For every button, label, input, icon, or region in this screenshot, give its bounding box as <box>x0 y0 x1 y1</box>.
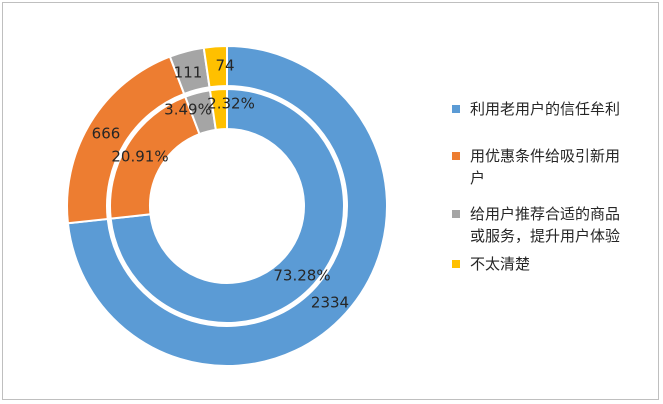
legend-item-3: 给用户推荐合适的商品 或服务，提升用户体验 <box>452 203 657 247</box>
legend-label-1: 利用老用户的信任牟利 <box>470 100 621 118</box>
inner-slice-1 <box>109 87 345 324</box>
legend-swatch-1 <box>452 105 460 113</box>
legend-label-3: 给用户推荐合适的商品 或服务，提升用户体验 <box>470 205 621 245</box>
outer-data-label-3: 111 <box>174 64 203 82</box>
legend: 利用老用户的信任牟利 用优惠条件给吸引新用户 给用户推荐合适的商品 或服务，提升用… <box>452 98 657 275</box>
outer-data-label-2: 666 <box>92 125 121 143</box>
inner-slice-4 <box>208 87 228 131</box>
outer-data-label-4: 74 <box>215 57 234 75</box>
legend-label-4: 不太清楚 <box>470 255 531 273</box>
legend-item-4: 不太清楚 <box>452 253 657 275</box>
outer-data-label-1: 2334 <box>311 294 349 312</box>
legend-item-2: 用优惠条件给吸引新用户 <box>452 145 657 189</box>
legend-swatch-2 <box>452 152 460 160</box>
legend-label-2: 用优惠条件给吸引新用户 <box>470 147 621 187</box>
outer-slice-4 <box>202 44 228 89</box>
inner-data-label-2: 20.91% <box>111 148 168 166</box>
inner-data-label-4: 2.32% <box>207 95 255 113</box>
legend-swatch-4 <box>452 260 460 268</box>
inner-data-label-3: 3.49% <box>164 101 212 119</box>
inner-data-label-1: 73.28% <box>273 267 330 285</box>
outer-slice-1 <box>66 44 388 367</box>
legend-item-1: 利用老用户的信任牟利 <box>452 98 657 120</box>
legend-swatch-3 <box>452 210 460 218</box>
